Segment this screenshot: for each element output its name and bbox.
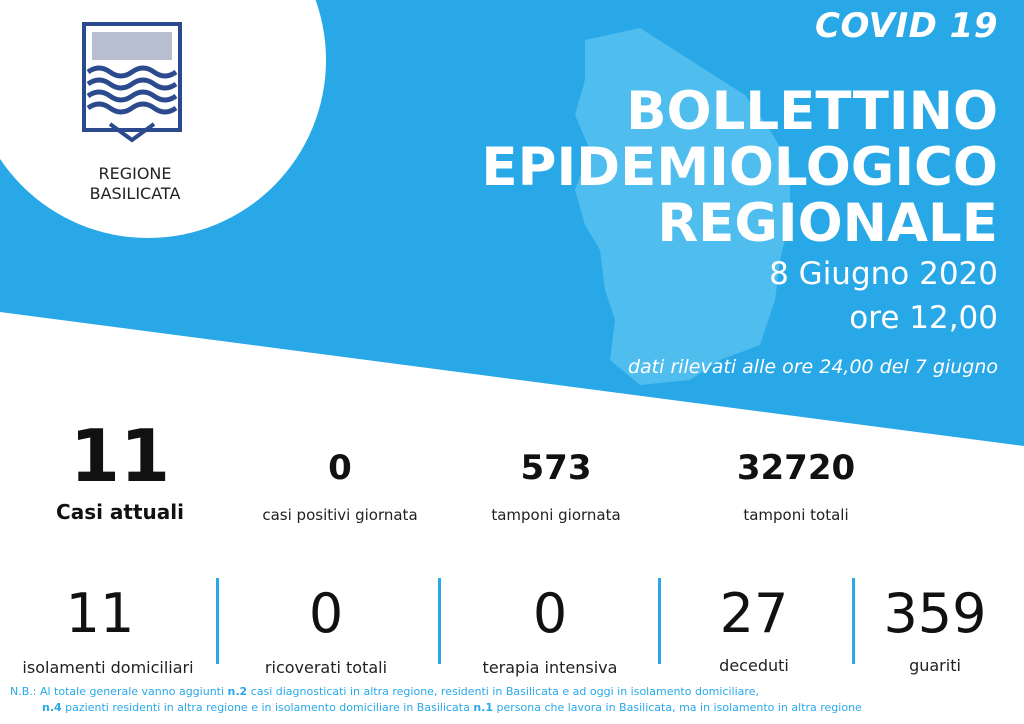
- ricoverati-value: 0: [308, 582, 344, 645]
- region-name-line1: REGIONE: [98, 164, 172, 183]
- footnote-count: n.4: [42, 701, 62, 714]
- title-line-1: BOLLETTINO: [626, 81, 998, 142]
- positivi-value: 0: [328, 448, 352, 488]
- guariti-label: guariti: [909, 656, 961, 675]
- casi-attuali-value: 11: [69, 414, 171, 498]
- isolamenti-value: 11: [65, 582, 135, 645]
- terapia-value: 0: [532, 582, 568, 645]
- footnote-text: casi diagnosticati in altra regione, res…: [247, 685, 759, 698]
- bulletin-title: BOLLETTINO EPIDEMIOLOGICO REGIONALE: [481, 84, 998, 252]
- isolamenti-label: isolamenti domiciliari: [22, 658, 194, 677]
- tamponi-totali-label: tamponi totali: [743, 506, 849, 524]
- terapia-label: terapia intensiva: [482, 658, 618, 677]
- divider-2: [438, 578, 441, 664]
- tamponi-giornata-value: 573: [520, 448, 592, 488]
- bulletin-time: ore 12,00: [849, 300, 998, 336]
- footnote-count: n.1: [473, 701, 494, 714]
- footnote-line-2: n.4 pazienti residenti in altra regione …: [10, 700, 862, 716]
- footnote-text: N.B.: Al totale generale vanno aggiunti: [10, 685, 228, 698]
- divider-3: [658, 578, 661, 664]
- guariti-value: 359: [883, 582, 987, 645]
- bulletin-date: 8 Giugno 2020: [769, 256, 998, 292]
- covid-title: COVID 19: [815, 6, 998, 46]
- footnote: N.B.: Al totale generale vanno aggiunti …: [10, 684, 862, 716]
- divider-4: [852, 578, 855, 664]
- tamponi-giornata-label: tamponi giornata: [491, 506, 621, 524]
- positivi-label: casi positivi giornata: [262, 506, 418, 524]
- footnote-text: persona che lavora in Basilicata, ma in …: [493, 701, 862, 714]
- footnote-text: pazienti residenti in altra regione e in…: [61, 701, 474, 714]
- tamponi-totali-value: 32720: [736, 448, 856, 488]
- title-line-3: REGIONALE: [657, 193, 998, 254]
- region-emblem: [80, 20, 184, 148]
- ricoverati-label: ricoverati totali: [264, 658, 388, 677]
- deceduti-value: 27: [719, 582, 789, 645]
- casi-attuali-label: Casi attuali: [56, 500, 184, 524]
- title-line-2: EPIDEMIOLOGICO: [481, 137, 998, 198]
- footnote-count: n.2: [227, 685, 248, 698]
- region-name: REGIONE BASILICATA: [60, 164, 210, 204]
- data-note: dati rilevati alle ore 24,00 del 7 giugn…: [627, 356, 998, 378]
- divider-1: [216, 578, 219, 664]
- basilicata-map-silhouette: [575, 28, 790, 385]
- deceduti-label: deceduti: [719, 656, 789, 675]
- footnote-line-1: N.B.: Al totale generale vanno aggiunti …: [10, 684, 862, 700]
- region-name-line2: BASILICATA: [89, 184, 181, 203]
